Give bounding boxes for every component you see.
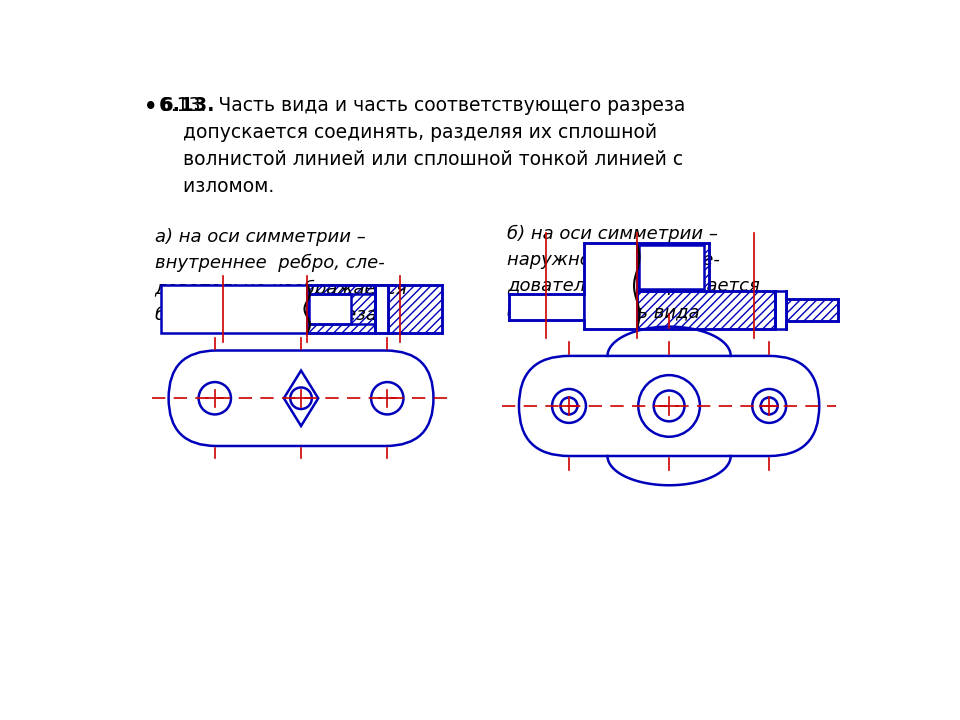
- Text: 6.13.  Часть вида и часть соответствующего разреза
    допускается соединять, ра: 6.13. Часть вида и часть соответствующег…: [159, 96, 685, 197]
- Bar: [388, 285, 442, 333]
- FancyBboxPatch shape: [169, 351, 434, 446]
- Circle shape: [654, 390, 684, 421]
- Bar: [309, 294, 351, 323]
- Text: а) на оси симметрии –
внутреннее  ребро, сле-
довательно изображается
большая ча: а) на оси симметрии – внутреннее ребро, …: [155, 228, 408, 324]
- Circle shape: [753, 389, 786, 423]
- Bar: [509, 294, 585, 320]
- Bar: [636, 291, 776, 329]
- Bar: [776, 291, 786, 329]
- Bar: [636, 243, 709, 291]
- Bar: [388, 285, 442, 333]
- Circle shape: [290, 387, 312, 409]
- Circle shape: [760, 397, 778, 415]
- Text: •: •: [144, 97, 157, 117]
- Circle shape: [561, 397, 578, 415]
- Polygon shape: [284, 371, 318, 426]
- Bar: [161, 285, 307, 333]
- Bar: [307, 285, 375, 333]
- Bar: [786, 299, 838, 321]
- Bar: [636, 291, 776, 329]
- Circle shape: [372, 382, 403, 415]
- Circle shape: [552, 389, 586, 423]
- Circle shape: [199, 382, 231, 415]
- Bar: [636, 243, 709, 291]
- Text: б) на оси симметрии –
наружное  ребро, сле-
довательно изображается
большая част: б) на оси симметрии – наружное ребро, сл…: [508, 225, 760, 321]
- Bar: [585, 243, 636, 329]
- Circle shape: [638, 375, 700, 437]
- Bar: [786, 299, 838, 321]
- Text: 6.13.: 6.13.: [159, 96, 215, 114]
- Bar: [639, 245, 704, 289]
- Bar: [375, 285, 388, 333]
- FancyBboxPatch shape: [519, 356, 819, 456]
- Bar: [307, 285, 375, 333]
